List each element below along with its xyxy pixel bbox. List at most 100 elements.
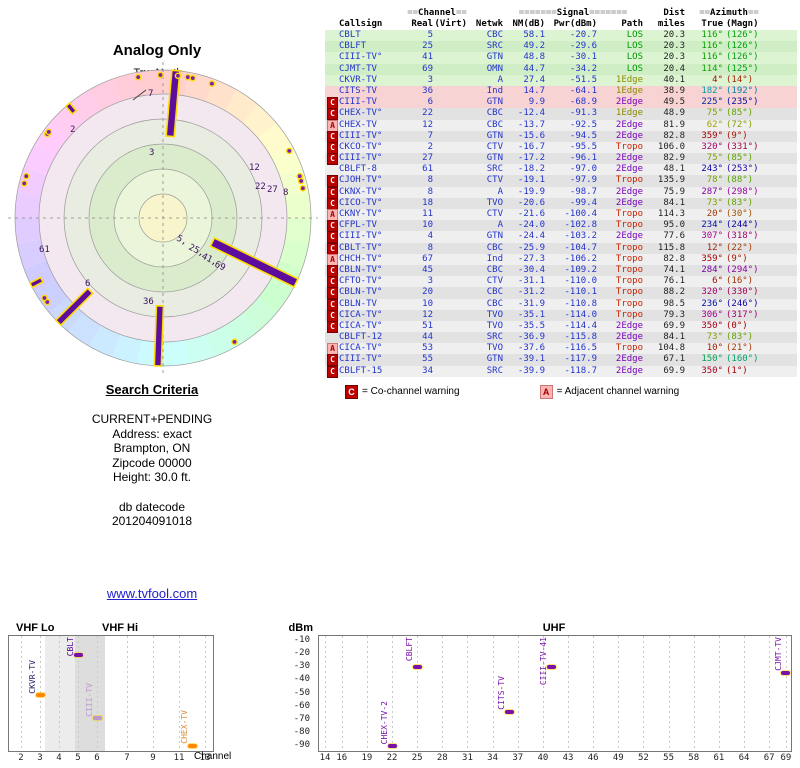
table-row: C CBLN-TV° 20 CBC -31.2 -110.1 Tropo 88.2 320° (3… [325, 287, 797, 300]
distance-cell: 38.9 [663, 85, 685, 96]
real-channel-cell: 20 [422, 287, 433, 298]
callsign-cell: CJMT-TV [339, 63, 377, 74]
band-stripe [45, 636, 75, 751]
azimuth-true-cell: 10° [706, 343, 723, 354]
gridline [517, 636, 519, 751]
virt-channel-cell [433, 354, 467, 365]
gridline [643, 636, 645, 751]
distance-cell: 20.3 [663, 30, 685, 40]
radar-ring-segment [34, 280, 69, 314]
path-cell: 2Edge [615, 130, 643, 141]
station-marker [187, 744, 197, 748]
azimuth-magnetic-cell: (22°) [726, 242, 754, 253]
path-cell: Tropo [615, 209, 643, 219]
radar-dot [22, 172, 30, 180]
radar-dot [299, 184, 307, 192]
nm-db-cell: -17.2 [517, 153, 545, 164]
real-channel-cell: 67 [422, 253, 433, 264]
power-dbm-cell: -96.1 [569, 153, 597, 164]
path-cell: 2Edge [615, 231, 643, 242]
radar-ring-segment [205, 325, 237, 358]
radar-dot [189, 74, 197, 82]
virt-channel-cell [433, 120, 467, 131]
dist-group-header: Dist [663, 8, 685, 18]
warning-flag-cell: A [325, 209, 339, 221]
virt-channel-cell [433, 30, 467, 41]
network-cell: CBC [486, 30, 503, 40]
warning-flag-cell: C [325, 242, 339, 255]
distance-cell: 81.9 [663, 119, 685, 130]
distance-cell: 135.9 [657, 175, 685, 186]
callsign-cell: CBLFT-8 [339, 164, 377, 175]
callsign-cell: CICA-TV° [339, 343, 383, 354]
radar-title: Analog Only [112, 42, 202, 59]
table-row: C CBLN-TV 10 CBC -31.9 -110.8 Tropo 98.5 236° (24… [325, 298, 797, 311]
tvfool-link[interactable]: www.tvfool.com [106, 586, 198, 601]
virt-channel-cell [433, 41, 467, 52]
distance-cell: 98.5 [663, 298, 685, 309]
table-row: C CICO-TV° 18 TVO -20.6 -99.4 2Edge 84.1 73° (83°… [325, 197, 797, 210]
azimuth-true-cell: 320° [701, 287, 723, 298]
radar-ring-segment [15, 218, 41, 244]
callsign-cell: CJOH-TV° [339, 175, 383, 186]
virt-channel-cell [433, 332, 467, 343]
warning-flag-cell: C [325, 298, 339, 311]
warning-flag-cell: C [325, 153, 339, 166]
dbm-axis-label: dBm [288, 622, 313, 634]
station-marker [546, 665, 556, 670]
virt-channel-cell [433, 97, 467, 108]
warning-flag-cell [325, 86, 339, 97]
table-row: C CIII-TV° 7 GTN -15.6 -94.5 2Edge 82.8 359° (9°) [325, 130, 797, 143]
distance-cell: 20.3 [663, 52, 685, 63]
azimuth-true-cell: 73° [706, 332, 723, 343]
callsign-cell: CKNX-TV° [339, 186, 383, 197]
path-cell: 2Edge [615, 365, 643, 376]
nm-db-cell: 48.8 [523, 52, 545, 63]
dbm-tick: -30 [293, 661, 310, 672]
azimuth-magnetic-cell: (72°) [726, 119, 754, 130]
power-dbm-cell: -97.0 [569, 164, 597, 175]
band-label-uhf: UHF [542, 622, 566, 634]
virt-channel-cell [433, 198, 467, 209]
gridline [341, 636, 343, 751]
channel-axis-label: Channel [194, 751, 232, 762]
dbm-tick: -60 [293, 700, 310, 711]
channel-tick: 52 [638, 753, 649, 763]
distance-cell: 20.3 [663, 41, 685, 52]
power-dbm-cell: -109.2 [564, 264, 597, 275]
callsign-cell: CICA-TV° [339, 320, 383, 331]
dbm-axis: -10 -20 -30 -40 -50 -60 -70 -80 -90 [281, 635, 313, 750]
station-marker [504, 710, 514, 714]
path-cell: Tropo [615, 298, 643, 309]
network-cell: Ind [486, 253, 503, 264]
warning-flag-cell [325, 64, 339, 75]
station-label: CIII-TV [85, 682, 94, 717]
network-cell: Ind [486, 85, 503, 96]
network-cell: CBC [486, 298, 503, 309]
azimuth-true-cell: 116° [701, 41, 723, 52]
azimuth-true-cell: 12° [706, 242, 723, 253]
legend-text: = Adjacent channel warning [556, 386, 680, 398]
co-channel-flag: C [327, 276, 338, 289]
warning-flag-cell [325, 332, 339, 343]
channel-tick: 46 [587, 753, 599, 763]
table-row: CITS-TV 36 Ind 14.7 -64.1 1Edge 38.9 182° (192°) [325, 85, 797, 98]
azimuth-magnetic-cell: (246°) [726, 298, 759, 309]
real-channel-cell: 4 [427, 231, 433, 242]
channel-tick: 7 [124, 753, 130, 763]
channel-tick: 64 [738, 753, 750, 763]
nm-db-cell: -24.0 [517, 220, 545, 231]
dbm-tick: -40 [293, 674, 310, 685]
callsign-cell: CBLT-TV° [339, 242, 383, 253]
real-channel-cell: 11 [422, 209, 433, 219]
callsign-cell: CKVR-TV [339, 74, 377, 85]
dbm-tick: -10 [293, 635, 310, 645]
network-cell: SRC [486, 41, 503, 52]
network-cell: GTN [486, 97, 503, 108]
nm-db-cell: -27.3 [517, 253, 545, 264]
power-dbm-cell: -104.7 [564, 242, 597, 253]
callsign-cell: CBLFT-15 [339, 365, 383, 376]
radar-ring-segment [242, 297, 277, 332]
table-row: CBLFT 25 SRC 49.2 -29.6 LOS 20.3 116° (126°) [325, 41, 797, 53]
nm-db-cell: 58.1 [523, 30, 545, 40]
